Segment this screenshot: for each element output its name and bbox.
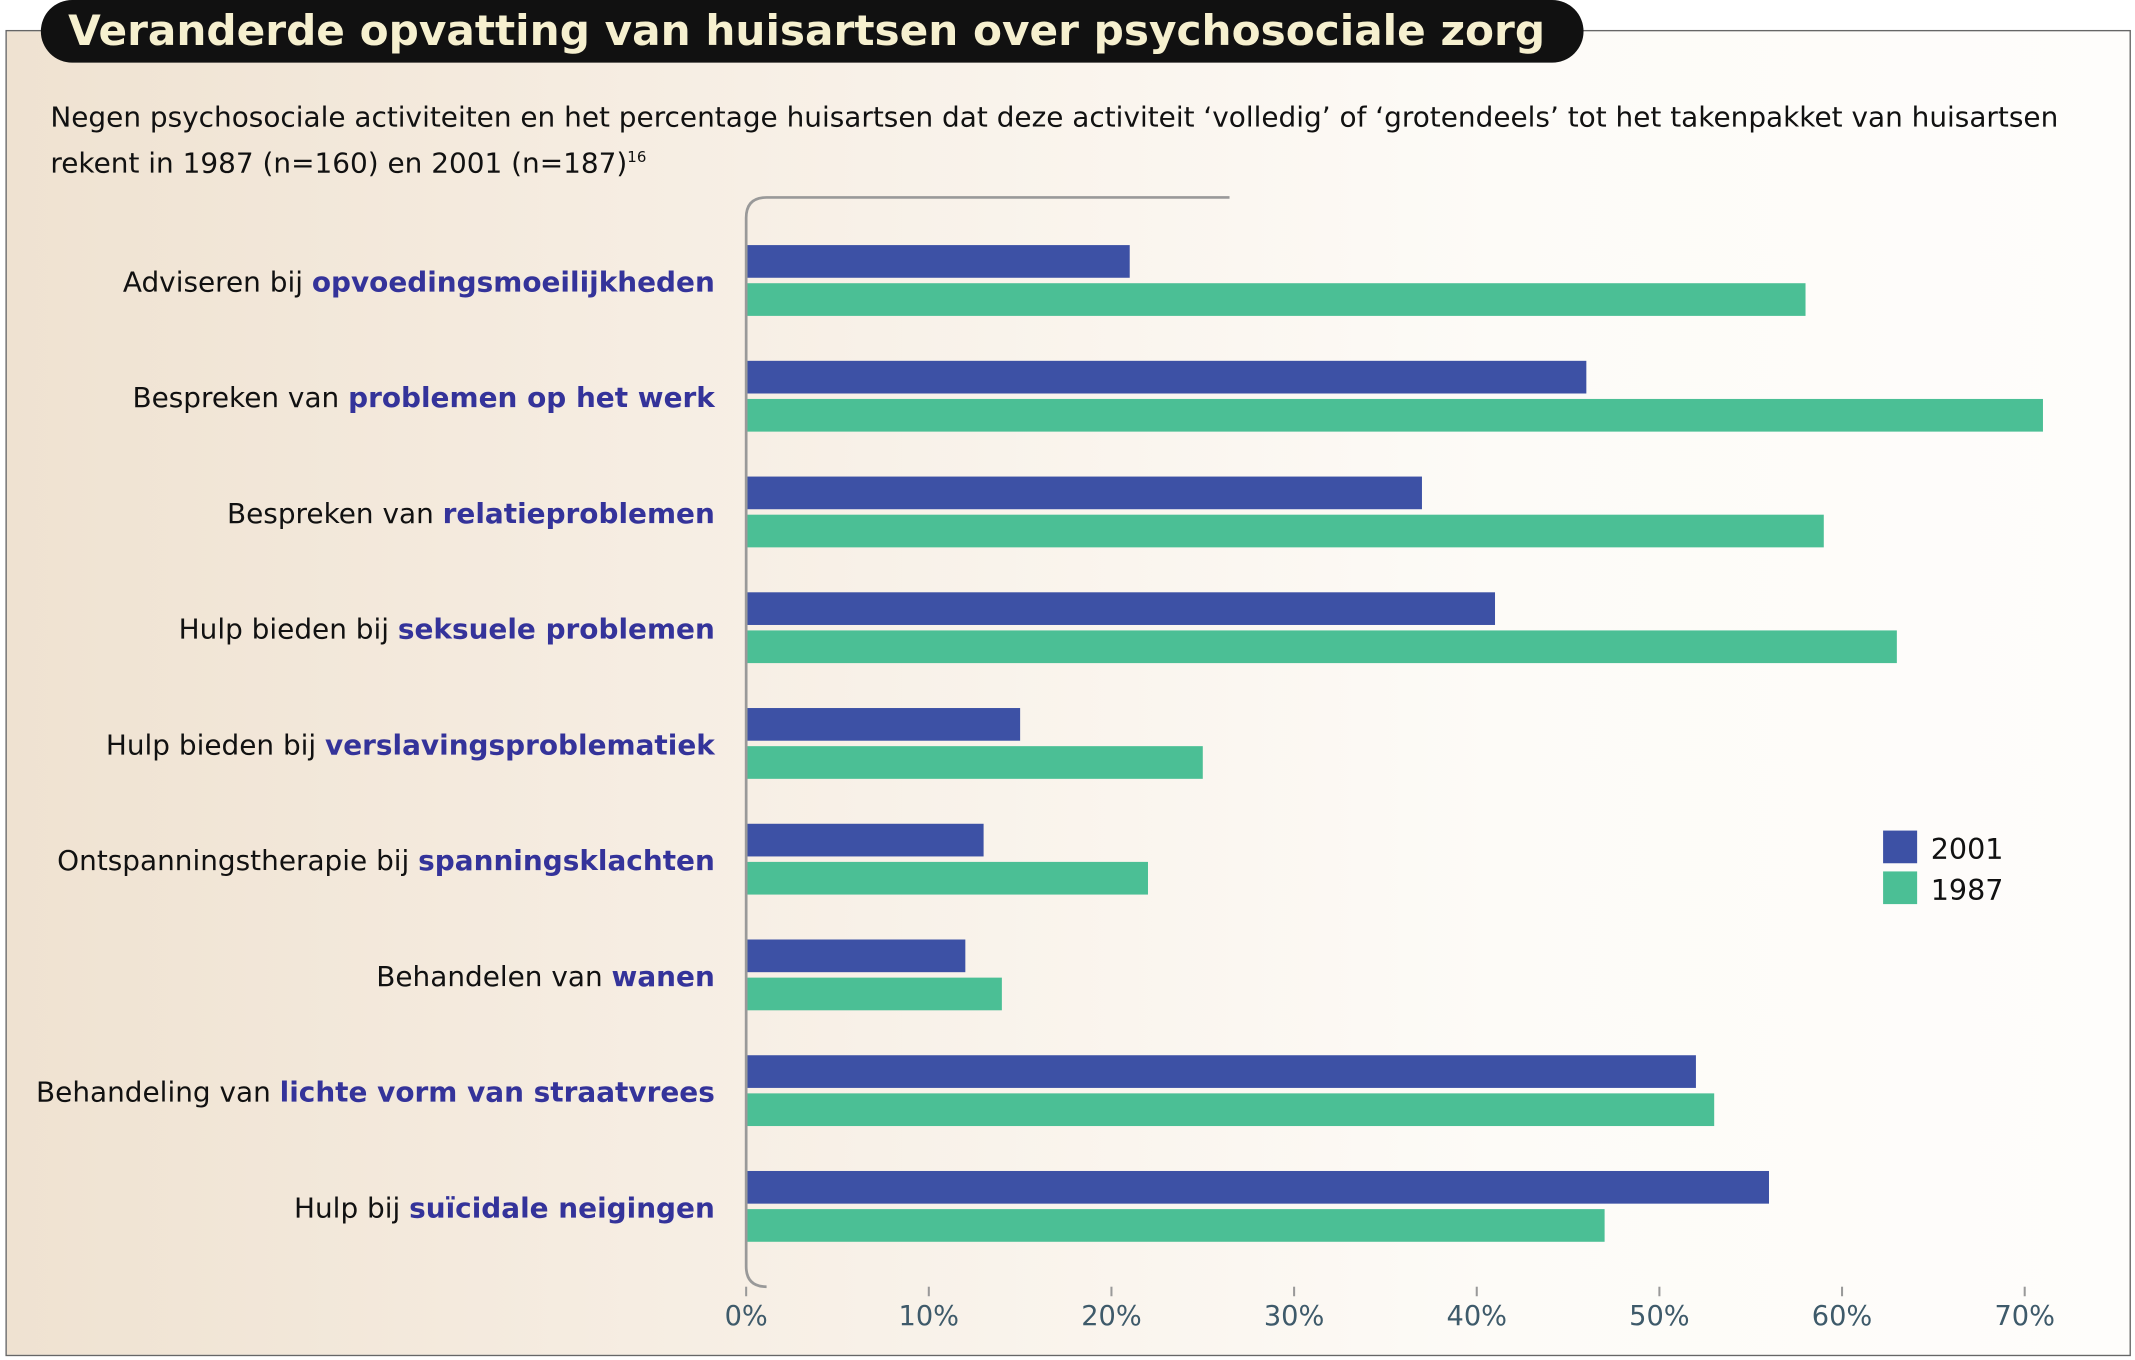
bar-2001 [747,1055,1696,1088]
category-label: Adviseren bij opvoedingsmoeilijkheden [123,265,715,298]
bar-2001 [747,476,1422,510]
chart-subtitle: Negen psychosociale activiteiten en het … [50,98,2092,184]
category-prefix: Ontspanningstherapie bij [57,844,418,877]
category-highlight: opvoedingsmoeilijkheden [312,265,715,298]
x-tick-label: 50% [1629,1301,1689,1332]
x-tick-label: 0% [725,1301,768,1332]
x-tick-label: 20% [1081,1301,1142,1332]
bar-1987 [747,1093,1715,1127]
legend-label: 1987 [1931,873,2004,907]
bar-2001 [747,939,966,973]
x-tick-label: 40% [1447,1301,1507,1332]
subtitle-reference: 16 [627,148,647,167]
category-label: Ontspanningstherapie bij spanningsklacht… [57,844,715,877]
chart-title: Veranderde opvatting van huisartsen over… [40,0,1584,63]
category-label: Hulp bieden bij verslavingsproblematiek [106,728,716,761]
x-tick-label: 10% [899,1301,960,1332]
category-highlight: verslavingsproblematiek [325,728,716,761]
category-label: Behandeling van lichte vorm van straatvr… [36,1076,715,1109]
bar-2001 [747,823,984,857]
category-label: Bespreken van problemen op het werk [132,381,716,414]
category-label: Hulp bieden bij seksuele problemen [179,613,715,646]
bar-2001 [747,592,1496,625]
bar-2001 [747,708,1021,741]
category-highlight: problemen op het werk [348,381,716,414]
x-tick-label: 60% [1812,1301,1872,1332]
category-highlight: relatieproblemen [443,497,715,530]
category-prefix: Hulp bieden bij [106,728,325,761]
category-highlight: lichte vorm van straatvrees [280,1076,715,1109]
x-tick-label: 70% [1994,1301,2055,1332]
category-highlight: seksuele problemen [398,613,715,646]
legend-label: 2001 [1931,832,2004,866]
category-highlight: wanen [612,960,715,993]
bar-1987 [747,283,1806,316]
category-highlight: spanningsklachten [418,844,715,877]
category-label: Hulp bij suïcidale neigingen [294,1191,715,1224]
bar-2001 [747,360,1587,394]
legend-swatch-1987 [1883,871,1918,905]
bar-2001 [747,1170,1769,1204]
category-prefix: Behandeling van [36,1076,280,1109]
axis-line [744,196,1230,1289]
bar-1987 [747,746,1203,779]
bar-1987 [747,861,1148,895]
x-tick-label: 30% [1264,1301,1325,1332]
category-prefix: Hulp bieden bij [179,613,398,646]
bar-1987 [747,398,2043,432]
category-highlight: suïcidale neigingen [409,1191,715,1224]
category-prefix: Adviseren bij [123,265,312,298]
category-prefix: Bespreken van [227,497,443,530]
bar-1987 [747,1209,1605,1242]
category-label: Bespreken van relatieproblemen [227,497,715,530]
legend-swatch-2001 [1883,830,1918,864]
bar-1987 [747,514,1824,548]
category-prefix: Hulp bij [294,1191,409,1224]
category-label: Behandelen van wanen [376,960,715,993]
category-prefix: Bespreken van [132,381,348,414]
subtitle-text: Negen psychosociale activiteiten en het … [50,100,2059,180]
bar-1987 [747,977,1002,1011]
bar-2001 [747,245,1130,278]
category-prefix: Behandelen van [376,960,611,993]
bar-1987 [747,630,1897,664]
